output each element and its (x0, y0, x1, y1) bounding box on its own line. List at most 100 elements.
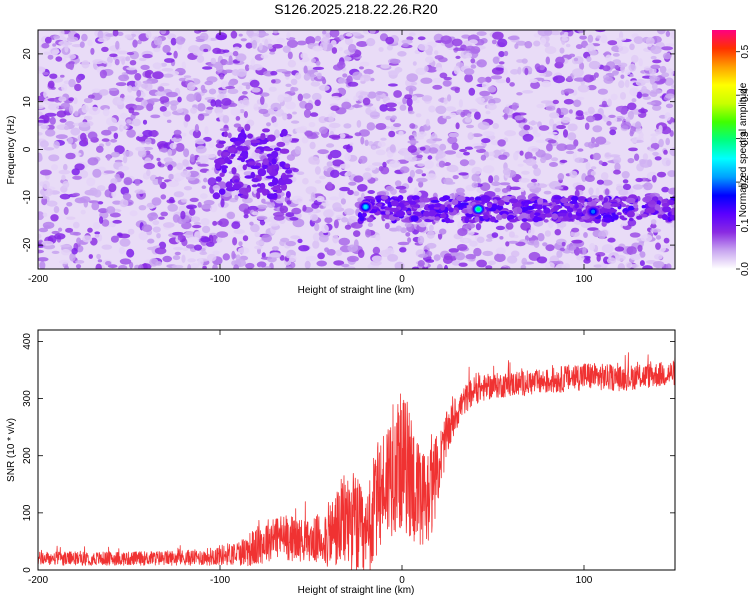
heatmap-cell (482, 131, 495, 137)
heatmap-cell (86, 177, 96, 187)
heatmap-cell (425, 56, 434, 63)
heatmap-cell (629, 232, 641, 238)
heatmap-cell (577, 196, 585, 201)
heatmap-cell (65, 227, 74, 233)
heatmap-cell (64, 44, 69, 53)
heatmap-cell (87, 157, 99, 166)
heatmap-cell (335, 249, 343, 256)
heatmap-y-tick-label: 20 (22, 48, 33, 60)
heatmap-cell (654, 204, 661, 211)
heatmap-cell (565, 150, 575, 155)
heatmap-cell (326, 161, 333, 167)
heatmap-cell (543, 190, 552, 195)
heatmap-cell (553, 205, 560, 211)
heatmap-cell (53, 35, 60, 39)
heatmap-cell (559, 247, 565, 252)
heatmap-cell (670, 122, 675, 129)
heatmap-cell (230, 153, 236, 157)
heatmap-cell (375, 123, 387, 130)
heatmap-cell (652, 261, 665, 268)
heatmap-cell (661, 157, 672, 167)
heatmap-cell (222, 49, 230, 53)
heatmap-cell (439, 72, 448, 79)
heatmap-cell (330, 96, 340, 100)
heatmap-cell (493, 175, 500, 183)
heatmap-cell (415, 99, 420, 103)
heatmap-cell (223, 131, 228, 138)
heatmap-cell (50, 214, 59, 222)
heatmap-cell (212, 184, 221, 192)
heatmap-cell (291, 120, 300, 124)
heatmap-cell (385, 185, 394, 192)
heatmap-cell (637, 244, 643, 252)
heatmap-cell (180, 210, 186, 220)
heatmap-cell (329, 122, 341, 129)
heatmap-cell (463, 151, 470, 156)
heatmap-cell (341, 101, 352, 110)
heatmap-cell (51, 164, 58, 171)
heatmap-cell (624, 79, 630, 88)
heatmap-cell (487, 203, 492, 209)
heatmap-cell (101, 138, 110, 142)
heatmap-cell (595, 216, 602, 220)
heatmap-cell (269, 51, 276, 55)
heatmap-cell (639, 260, 645, 267)
heatmap-cell (254, 64, 263, 71)
heatmap-cell (671, 84, 675, 89)
heatmap-cell (379, 104, 388, 112)
heatmap-cell (417, 43, 429, 51)
heatmap-cell (348, 181, 357, 186)
heatmap-cell (181, 132, 187, 137)
heatmap-cell (49, 116, 56, 125)
heatmap-cell (229, 137, 239, 143)
heatmap-cell (387, 83, 398, 87)
heatmap-cell (545, 244, 555, 252)
heatmap-cell (395, 225, 403, 232)
heatmap-cell (427, 215, 436, 220)
heatmap-cell (521, 257, 528, 266)
heatmap-cell (514, 115, 524, 121)
heatmap-cell (406, 73, 419, 82)
heatmap-cell (186, 93, 196, 103)
heatmap-cell (404, 202, 410, 206)
heatmap-cell (235, 116, 241, 121)
heatmap-cell (363, 196, 374, 200)
heatmap-cell (469, 240, 478, 247)
heatmap-cell (370, 77, 375, 82)
heatmap-cell (141, 83, 148, 89)
heatmap-cell (571, 239, 583, 244)
heatmap-cell (66, 202, 73, 207)
heatmap-cell (628, 205, 635, 211)
heatmap-cell (87, 94, 95, 99)
heatmap-cell (444, 217, 451, 224)
heatmap-cell (344, 135, 354, 139)
heatmap-cell (142, 119, 148, 125)
heatmap-cell (79, 41, 85, 48)
heatmap-cell (296, 171, 305, 175)
heatmap-cell (329, 196, 340, 201)
heatmap-cell (642, 80, 651, 83)
heatmap-cell (556, 124, 566, 130)
heatmap-cell (332, 234, 339, 244)
heatmap-cell (344, 224, 352, 230)
heatmap-cell (42, 212, 48, 217)
snr-y-tick-label: 0 (22, 567, 33, 573)
heatmap-cell (458, 262, 468, 267)
heatmap-cell (250, 171, 256, 179)
heatmap-cell (416, 177, 428, 183)
heatmap-cell (149, 258, 159, 267)
heatmap-cell (612, 53, 620, 57)
heatmap-cell (596, 179, 605, 185)
heatmap-cell (38, 105, 44, 109)
heatmap-cell (161, 147, 168, 153)
heatmap-cell (176, 162, 184, 171)
heatmap-cell (454, 87, 460, 94)
heatmap-cell (216, 231, 229, 238)
heatmap-cell (348, 43, 357, 53)
heatmap-cell (255, 240, 265, 246)
heatmap-cell (152, 226, 161, 233)
heatmap-cell (601, 244, 614, 254)
heatmap-cell (607, 208, 618, 213)
heatmap-cell (508, 231, 515, 238)
heatmap-cell (338, 47, 343, 52)
